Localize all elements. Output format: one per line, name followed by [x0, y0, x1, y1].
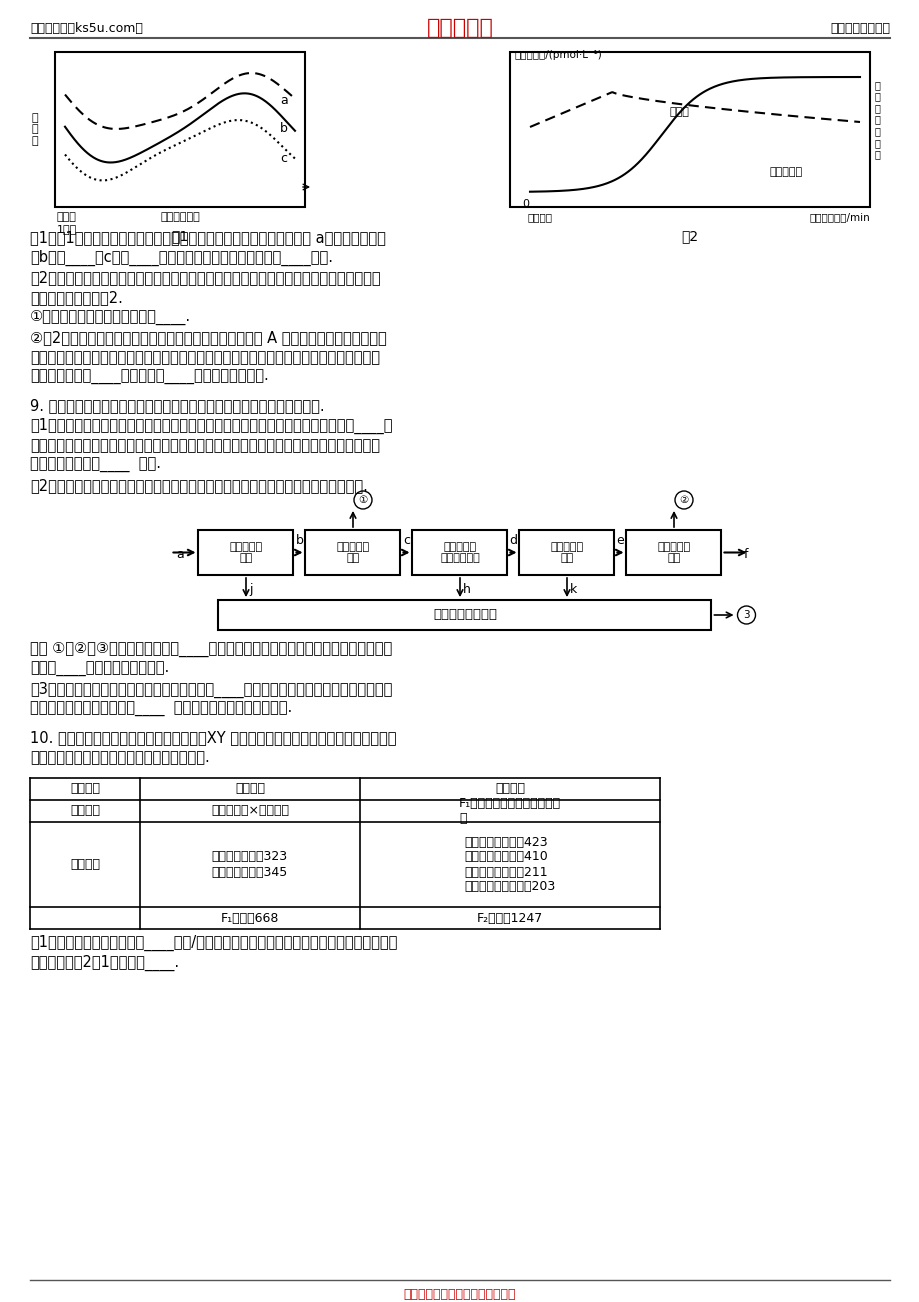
Text: 然后注射适量的____，通过比较____的浓度变化来确认.: 然后注射适量的____，通过比较____的浓度变化来确认.	[30, 370, 268, 385]
Text: 初级消费者
生长发育繁殖: 初级消费者 生长发育繁殖	[439, 542, 480, 564]
Text: 高考资源网（ks5u.com）: 高考资源网（ks5u.com）	[30, 22, 142, 35]
Text: 初级消费者
同化: 初级消费者 同化	[336, 542, 369, 564]
Text: c: c	[403, 535, 410, 548]
Text: 您身边的高考专家: 您身边的高考专家	[829, 22, 889, 35]
Text: 图中 ①、②、③表示的生理过程是____，该系统能量从第二营养级到第三营养级的传递: 图中 ①、②、③表示的生理过程是____，该系统能量从第二营养级到第三营养级的传…	[30, 642, 391, 658]
Text: 次级消费者
同化: 次级消费者 同化	[657, 542, 690, 564]
Text: 0: 0	[521, 199, 528, 210]
Text: 则b代表____，c代表____．由图可知血糖平衡调节机制为____调节.: 则b代表____，c代表____．由图可知血糖平衡调节机制为____调节.	[30, 250, 333, 266]
Text: 第一阶段: 第一阶段	[234, 783, 265, 796]
Text: （1）图1表示正常人饭后血糖、胰岛素、胰高血糖素三者变化关系，若 a代表血糖浓度，: （1）图1表示正常人饭后血糖、胰岛素、胰高血糖素三者变化关系，若 a代表血糖浓度…	[30, 230, 385, 245]
Text: j: j	[249, 583, 252, 596]
Text: F₂合计：1247: F₂合计：1247	[476, 911, 542, 924]
Text: ①: ①	[358, 495, 368, 505]
Text: b: b	[295, 535, 303, 548]
Text: 第二阶段: 第二阶段	[494, 783, 525, 796]
Text: a: a	[176, 548, 184, 560]
Text: 10. 菠菜是雌雄异株植物，性别决定方式为XY 型．已知菠菜的高杆与矮杆、抗病与不抗病: 10. 菠菜是雌雄异株植物，性别决定方式为XY 型．已知菠菜的高杆与矮杆、抗病与…	[30, 730, 396, 745]
Text: 与矮杆的比为2：1，原因是____.: 与矮杆的比为2：1，原因是____.	[30, 954, 179, 971]
Bar	[219, 600, 710, 630]
Text: F₁全部的高杆抗病个体自由交
配: F₁全部的高杆抗病个体自由交 配	[459, 797, 561, 825]
Text: 图2: 图2	[681, 229, 698, 243]
Text: 断正确，可设计实验验证，大致思路是：选取同品种、同日龄的健康大鼠先做实验前测试，: 断正确，可设计实验验证，大致思路是：选取同品种、同日龄的健康大鼠先做实验前测试，	[30, 350, 380, 365]
Bar	[519, 530, 614, 575]
Text: b: b	[279, 122, 288, 135]
Text: （2）如图为草原湖局部能量流动示意图，图中字母代表相应能量，数字表示生理过程.: （2）如图为草原湖局部能量流动示意图，图中字母代表相应能量，数字表示生理过程.	[30, 478, 368, 493]
Text: 分解者的分解作用: 分解者的分解作用	[433, 608, 496, 621]
Text: （2）选取健康大鼠，持续电刺激支配其胰岛的有关神经并测定其血液中胰岛素和胰高血糖: （2）选取健康大鼠，持续电刺激支配其胰岛的有关神经并测定其血液中胰岛素和胰高血糖	[30, 270, 380, 285]
Text: 高杆抗病总数：323
矮杆抗病总数：345: 高杆抗病总数：323 矮杆抗病总数：345	[211, 850, 288, 879]
Text: 这属于生态系统的____  功能.: 这属于生态系统的____ 功能.	[30, 458, 161, 473]
Text: （1）根据第一阶段实验结果____（能/不能）判断出高杆对矮杆是显性性状，第二阶段高杆: （1）根据第一阶段实验结果____（能/不能）判断出高杆对矮杆是显性性状，第二阶…	[30, 935, 397, 952]
Text: e: e	[616, 535, 624, 548]
Text: 结果统计: 结果统计	[70, 858, 100, 871]
Text: 1小时: 1小时	[57, 224, 77, 234]
Text: 高考资源网版权所有，侵权必究！: 高考资源网版权所有，侵权必究！	[403, 1288, 516, 1301]
Text: 初级消费者
摄入: 初级消费者 摄入	[229, 542, 262, 564]
Text: 高杆抗病雌总数：423
高杆抗病雄总数：410
矮杆抗病雌总数：211
矮杆不抗病雌总数：203: 高杆抗病雌总数：423 高杆抗病雄总数：410 矮杆抗病雌总数：211 矮杆不抗…	[464, 836, 555, 893]
Text: 9. 某研究性学习小组对草原湖生态系统进行了调查研究，请回答相关问题.: 9. 某研究性学习小组对草原湖生态系统进行了调查研究，请回答相关问题.	[30, 398, 324, 413]
Text: ①开始刺激后，短期内血糖浓度____.: ①开始刺激后，短期内血糖浓度____.	[30, 310, 191, 326]
Text: 杂交组合: 杂交组合	[70, 805, 100, 818]
Text: 效率为____（用图中字母表示）.: 效率为____（用图中字母表示）.	[30, 661, 169, 677]
Text: 图1: 图1	[171, 229, 188, 243]
Text: f: f	[743, 548, 747, 560]
Text: 路将某种群分隔开，会产生____  导致种群间不能进行基因交流.: 路将某种群分隔开，会产生____ 导致种群间不能进行基因交流.	[30, 702, 292, 717]
Text: 胰岛素: 胰岛素	[669, 107, 689, 117]
Text: 构．草原狐每到新的领地，会通过察看是否有其他狐狸的粪便、气味确定该地有没有主人，: 构．草原狐每到新的领地，会通过察看是否有其他狐狸的粪便、气味确定该地有没有主人，	[30, 437, 380, 453]
Bar	[199, 530, 293, 575]
Text: 杂交阶段: 杂交阶段	[70, 783, 100, 796]
Text: 胰岛素浓度/(pmol·L⁻¹): 胰岛素浓度/(pmol·L⁻¹)	[515, 49, 602, 60]
Bar	[412, 530, 507, 575]
Bar	[55, 52, 305, 207]
Text: （3）调查草原土壤小动物类群丰富度，可采用____法进行采集和调查．当地纵横交错的公: （3）调查草原土壤小动物类群丰富度，可采用____法进行采集和调查．当地纵横交错…	[30, 682, 391, 698]
Bar	[509, 52, 869, 207]
Text: 胰
高
血
糖
素
浓
度: 胰 高 血 糖 素 浓 度	[874, 79, 879, 159]
Text: h: h	[462, 583, 471, 596]
Text: k: k	[570, 583, 576, 596]
Text: 进食后: 进食后	[57, 212, 77, 223]
Text: 相对变化关系: 相对变化关系	[160, 212, 199, 223]
Text: F₁合计：668: F₁合计：668	[221, 911, 278, 924]
Text: 高杆不抗病×矮杆抗病: 高杆不抗病×矮杆抗病	[210, 805, 289, 818]
Text: d: d	[509, 535, 516, 548]
Text: a: a	[279, 94, 288, 107]
Text: ②图2中胰高血糖素浓度下降的原因之一是胰岛素抑制胰岛 A 细胞的分泌．若要证明该推: ②图2中胰高血糖素浓度下降的原因之一是胰岛素抑制胰岛 A 细胞的分泌．若要证明该…	[30, 329, 386, 345]
Text: 为两对相对性状，育种专家进行如下杂交实验.: 为两对相对性状，育种专家进行如下杂交实验.	[30, 750, 210, 766]
Text: c: c	[279, 152, 287, 165]
Text: 刺激持续时间/min: 刺激持续时间/min	[809, 212, 869, 223]
Text: 高考资源网: 高考资源网	[426, 18, 493, 38]
Text: 开始刺激: 开始刺激	[528, 212, 552, 223]
Text: 胰高血糖素: 胰高血糖素	[769, 167, 802, 177]
Text: ②: ②	[678, 495, 688, 505]
Text: 次级消费者
摄入: 次级消费者 摄入	[550, 542, 583, 564]
Text: 素的浓度，结果如图2.: 素的浓度，结果如图2.	[30, 290, 123, 305]
Text: 相
对
值: 相 对 值	[31, 113, 39, 146]
Text: 3: 3	[743, 611, 749, 620]
Bar	[626, 530, 720, 575]
Bar	[305, 530, 400, 575]
Text: （1）由于地形高低的差异，草原湖不同地段生物的种类和密度不同，体现了群落的____结: （1）由于地形高低的差异，草原湖不同地段生物的种类和密度不同，体现了群落的___…	[30, 418, 392, 434]
